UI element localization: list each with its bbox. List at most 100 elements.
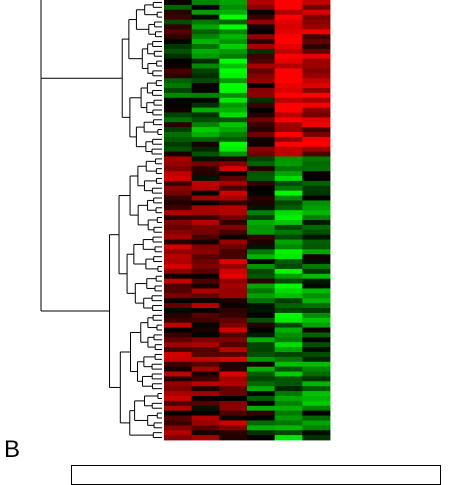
heatmap-cell — [274, 141, 303, 148]
heatmap-cell — [274, 220, 303, 226]
heatmap-cell — [247, 53, 276, 60]
heatmap-cell — [164, 352, 193, 358]
heatmap-cell — [164, 136, 193, 143]
heatmap-cell — [247, 254, 276, 260]
heatmap-cell — [302, 254, 331, 260]
heatmap-cell — [247, 430, 276, 436]
heatmap-cell — [302, 112, 331, 118]
heatmap-cell — [191, 303, 220, 309]
heatmap-cell — [219, 342, 248, 348]
heatmap-cell — [247, 322, 276, 328]
heatmap-cell — [274, 391, 303, 397]
heatmap-cell — [247, 112, 276, 118]
heatmap-cell — [164, 132, 193, 138]
heatmap-cell — [302, 117, 331, 123]
heatmap-cell — [164, 371, 193, 377]
heatmap-cell — [219, 215, 248, 221]
heatmap-cell — [274, 352, 303, 358]
heatmap-cell — [191, 185, 220, 192]
heatmap-cell — [247, 405, 276, 412]
heatmap-cell — [247, 229, 276, 236]
heatmap-cell — [191, 278, 220, 284]
heatmap-cell — [247, 303, 276, 309]
heatmap-cell — [247, 259, 276, 265]
heatmap-cell — [191, 132, 220, 138]
heatmap-cell — [247, 376, 276, 382]
heatmap-cell — [219, 92, 248, 99]
heatmap-cell — [191, 215, 220, 221]
heatmap-cell — [302, 58, 331, 64]
heatmap-cell — [302, 249, 331, 255]
heatmap-cell — [191, 73, 220, 79]
heatmap-cell — [164, 425, 193, 431]
heatmap-cell — [164, 107, 193, 113]
heatmap-cell — [191, 39, 220, 45]
heatmap-cell — [247, 171, 276, 177]
heatmap-cell — [191, 264, 220, 270]
heatmap-cell — [191, 391, 220, 397]
heatmap-cell — [219, 146, 248, 152]
heatmap-grid — [164, 0, 331, 441]
heatmap-cell — [247, 347, 276, 353]
heatmap-cell — [247, 83, 276, 89]
heatmap-cell — [302, 283, 331, 289]
heatmap-cell — [164, 156, 193, 162]
heatmap-cell — [274, 312, 303, 319]
heatmap-cell — [219, 24, 248, 30]
heatmap-cell — [191, 34, 220, 40]
heatmap-cell — [274, 58, 303, 64]
heatmap-cell — [219, 195, 248, 201]
heatmap-cell — [247, 9, 276, 16]
heatmap-cell — [191, 317, 220, 324]
heatmap-cell — [274, 127, 303, 133]
heatmap-cell — [247, 107, 276, 113]
heatmap-cell — [247, 352, 276, 358]
heatmap-cell — [191, 9, 220, 16]
heatmap-cell — [274, 34, 303, 40]
heatmap-cell — [274, 132, 303, 138]
heatmap-cell — [302, 44, 331, 50]
heatmap-cell — [247, 435, 276, 441]
heatmap-cell — [219, 386, 248, 392]
heatmap-cell — [164, 288, 193, 294]
heatmap-cell — [302, 185, 331, 192]
heatmap-cell — [274, 273, 303, 280]
heatmap-cell — [191, 239, 220, 245]
heatmap-cell — [191, 234, 220, 240]
heatmap-cell — [164, 234, 193, 240]
heatmap-cell — [191, 117, 220, 123]
heatmap-cell — [164, 303, 193, 309]
heatmap-cell — [219, 107, 248, 113]
heatmap-cell — [164, 185, 193, 192]
heatmap-cell — [274, 14, 303, 20]
heatmap-cell — [191, 48, 220, 55]
heatmap-cell — [191, 19, 220, 25]
heatmap-cell — [191, 92, 220, 99]
heatmap-cell — [191, 78, 220, 84]
heatmap-cell — [219, 68, 248, 74]
heatmap-cell — [247, 190, 276, 196]
heatmap-cell — [274, 264, 303, 270]
heatmap-cell — [302, 0, 331, 6]
heatmap-cell — [164, 78, 193, 84]
heatmap-cell — [247, 132, 276, 138]
heatmap-cell — [191, 229, 220, 236]
heatmap-cell — [219, 0, 248, 6]
heatmap-cell — [247, 176, 276, 182]
heatmap-cell — [274, 327, 303, 333]
heatmap-cell — [247, 205, 276, 211]
heatmap-cell — [247, 220, 276, 226]
heatmap-cell — [302, 88, 331, 94]
heatmap-cell — [274, 29, 303, 35]
heatmap-cell — [302, 161, 331, 167]
heatmap-cell — [247, 415, 276, 421]
heatmap-cell — [302, 180, 331, 187]
heatmap-cell — [274, 293, 303, 299]
heatmap-cell — [274, 376, 303, 382]
heatmap-cell — [302, 293, 331, 299]
heatmap-cell — [302, 205, 331, 211]
heatmap-cell — [302, 312, 331, 319]
heatmap-cell — [302, 376, 331, 382]
heatmap-cell — [274, 190, 303, 196]
next-panel-frame — [71, 465, 441, 485]
